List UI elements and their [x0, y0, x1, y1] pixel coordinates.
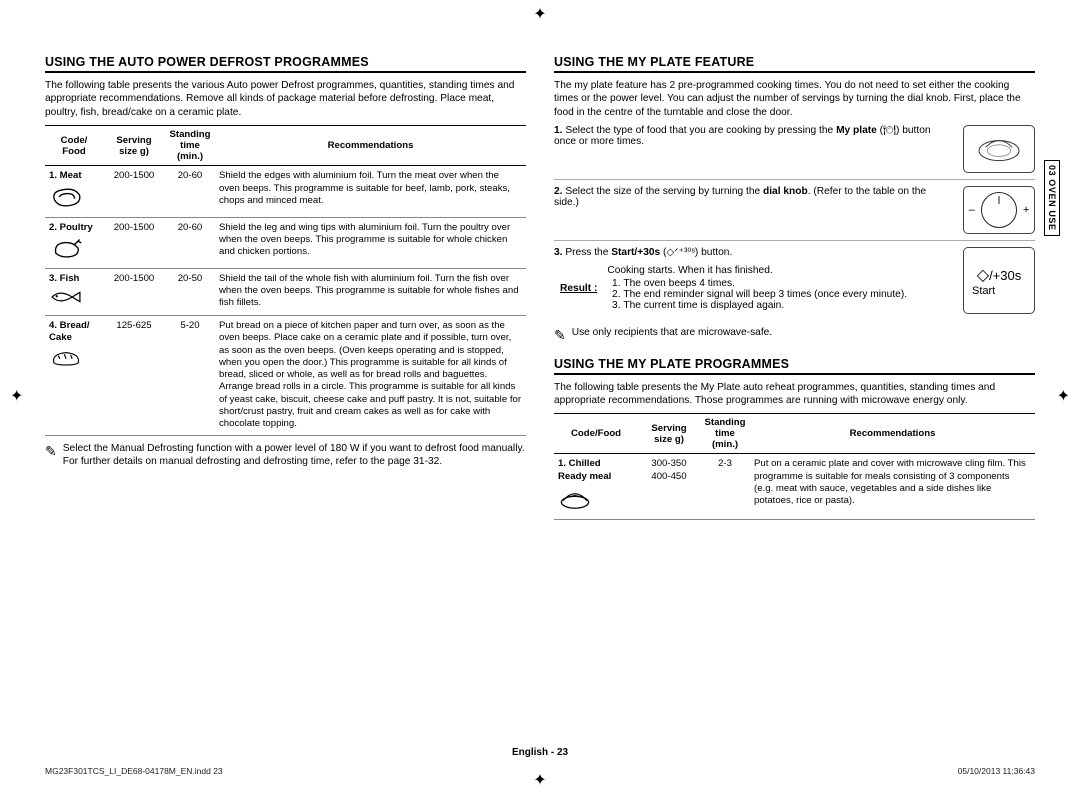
myplate-icon: 🍽 [883, 125, 896, 136]
cell-time: 5-20 [165, 316, 215, 435]
cell-code: 3. Fish [45, 268, 103, 315]
step2-a: Select the size of the serving by turnin… [565, 186, 763, 197]
page-footer: English - 23 [0, 747, 1080, 758]
food-icon [49, 183, 99, 213]
step-1: 1. Select the type of food that you are … [554, 125, 1035, 180]
table-row: 2. Poultry200-150020-60Shield the leg an… [45, 217, 526, 268]
myplate-table: Code/Food Serving size g) Standing time … [554, 413, 1035, 520]
cell-size: 200-1500 [103, 166, 165, 217]
th-time: Standing time (min.) [165, 126, 215, 166]
cell-code: 1. Meat [45, 166, 103, 217]
microwave-safe-note: ✎ Use only recipients that are microwave… [554, 326, 1035, 344]
th-rec: Recommendations [215, 126, 526, 166]
step2-bold: dial knob [763, 186, 808, 197]
cell-rec: Put on a ceramic plate and cover with mi… [750, 454, 1035, 520]
registration-mark-icon: ✦ [1057, 386, 1070, 406]
cell-time: 20-60 [165, 217, 215, 268]
th-size: Serving size g) [103, 126, 165, 166]
table-row: 1. Meat200-150020-60Shield the edges wit… [45, 166, 526, 217]
th2-time: Standing time (min.) [700, 414, 750, 454]
registration-mark-icon: ✦ [10, 386, 23, 406]
cell-time: 2-3 [700, 454, 750, 520]
food-icon [49, 234, 99, 264]
food-icon [49, 345, 99, 373]
dial-illustration: – + [963, 186, 1035, 234]
content: USING THE AUTO POWER DEFROST PROGRAMMES … [45, 0, 1035, 520]
intro-text: The following table presents the various… [45, 79, 526, 119]
cell-time: 20-50 [165, 268, 215, 315]
table-row: 1. ChilledReady meal300-350400-4502-3Put… [554, 454, 1035, 520]
table-row: 3. Fish200-150020-50Shield the tail of t… [45, 268, 526, 315]
intro-myplate: The my plate feature has 2 pre-programme… [554, 79, 1035, 119]
start-btn-text: /+30s [989, 268, 1021, 283]
result-item: The oven beeps 4 times. [623, 278, 907, 289]
th2-code: Code/Food [554, 414, 638, 454]
start-button-illustration: ◇/+30s Start [963, 247, 1035, 314]
step1-a: Select the type of food that you are coo… [565, 125, 836, 136]
th2-size: Serving size g) [638, 414, 700, 454]
left-column: USING THE AUTO POWER DEFROST PROGRAMMES … [45, 55, 526, 520]
note-text: Select the Manual Defrosting function wi… [63, 442, 526, 469]
dial-minus: – [969, 204, 975, 216]
heading-defrost: USING THE AUTO POWER DEFROST PROGRAMMES [45, 55, 526, 73]
defrost-table: Code/ Food Serving size g) Standing time… [45, 125, 526, 435]
start-icon: ◇ᐟ⁺³⁰ˢ [666, 247, 694, 258]
th2-rec: Recommendations [750, 414, 1035, 454]
note-icon: ✎ [45, 442, 57, 469]
table-row: 4. Bread/Cake125-6255-20Put bread on a p… [45, 316, 526, 435]
page: ✦ ✦ ✦ 03 OVEN USE USING THE AUTO POWER D… [0, 0, 1080, 792]
dial-icon [981, 192, 1017, 228]
note2-text: Use only recipients that are microwave-s… [572, 326, 772, 344]
intro-myplate-prog: The following table presents the My Plat… [554, 381, 1035, 408]
right-column: USING THE MY PLATE FEATURE The my plate … [554, 55, 1035, 520]
result-item: The end reminder signal will beep 3 time… [623, 289, 907, 300]
cell-size: 200-1500 [103, 217, 165, 268]
cell-rec: Shield the tail of the whole fish with a… [215, 268, 526, 315]
cell-code: 2. Poultry [45, 217, 103, 268]
heading-myplate-programmes: USING THE MY PLATE PROGRAMMES [554, 357, 1035, 375]
cell-rec: Put bread on a piece of kitchen paper an… [215, 316, 526, 435]
dial-plus: + [1023, 204, 1029, 216]
step3-c: ) button. [695, 247, 732, 258]
note-icon: ✎ [554, 326, 566, 344]
registration-mark-icon: ✦ [533, 770, 546, 790]
myplate-button-illustration [963, 125, 1035, 173]
start-label: Start [972, 285, 995, 297]
cell-size: 300-350400-450 [638, 454, 700, 520]
cell-rec: Shield the leg and wing tips with alumin… [215, 217, 526, 268]
step3-bold: Start/+30s [611, 247, 660, 258]
heading-myplate: USING THE MY PLATE FEATURE [554, 55, 1035, 73]
step3-a: Press the [565, 247, 611, 258]
step-2: 2. Select the size of the serving by tur… [554, 186, 1035, 241]
section-tab: 03 OVEN USE [1044, 160, 1060, 236]
cell-code: 4. Bread/Cake [45, 316, 103, 435]
th-code: Code/ Food [45, 126, 103, 166]
result-item: The current time is displayed again. [623, 300, 907, 311]
cell-rec: Shield the edges with aluminium foil. Tu… [215, 166, 526, 217]
cell-code: 1. ChilledReady meal [554, 454, 638, 520]
cell-time: 20-60 [165, 166, 215, 217]
step1-bold: My plate [836, 125, 877, 136]
result-label: Result : [556, 264, 601, 312]
food-icon [558, 483, 634, 515]
cell-size: 125-625 [103, 316, 165, 435]
manual-defrost-note: ✎ Select the Manual Defrosting function … [45, 442, 526, 469]
result-text: Cooking starts. When it has finished. [607, 265, 772, 276]
food-icon [49, 285, 99, 311]
registration-mark-icon: ✦ [533, 4, 546, 24]
step-3: 3. Press the Start/+30s (◇ᐟ⁺³⁰ˢ) button.… [554, 247, 1035, 320]
cell-size: 200-1500 [103, 268, 165, 315]
